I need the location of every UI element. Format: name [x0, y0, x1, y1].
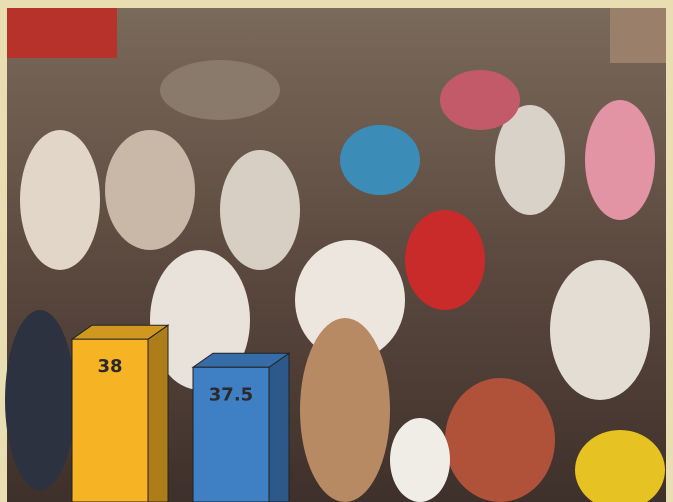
- page: 3837.5 (() => { const data = JSON.parse(…: [0, 0, 673, 502]
- chart: 38 37.5: [0, 0, 673, 502]
- value-label: 38: [97, 356, 122, 377]
- bar-side: [148, 325, 168, 502]
- value-label: 37.5: [209, 384, 253, 405]
- bar-side: [269, 353, 289, 502]
